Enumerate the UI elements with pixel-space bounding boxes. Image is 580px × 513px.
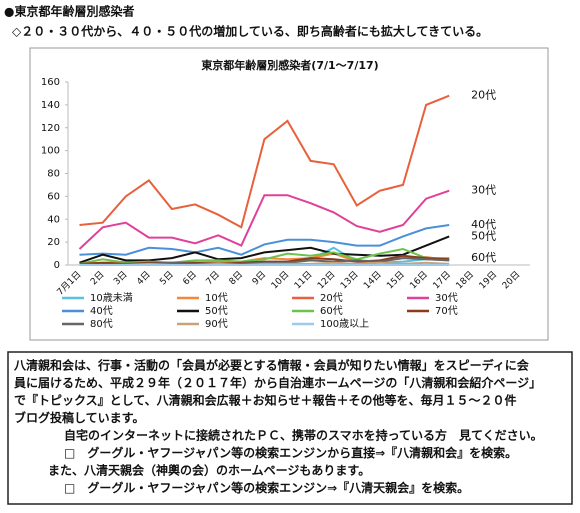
notice-line: 員に届けるため、平成２９年（２０１７年）から自治連ホームページの「八清親和会紹介… <box>13 375 541 390</box>
y-tick-label: 80 <box>47 169 60 180</box>
legend-label: 90代 <box>205 318 228 330</box>
end-label: 40代 <box>471 218 496 231</box>
end-label: 50代 <box>471 229 496 242</box>
notice-line: また、八清天親会（神輿の会）のホームページもあります。 <box>48 463 370 478</box>
notice-line: □ グーグル・ヤフージャパン等の検索エンジン⇒『八清天親会』を検索。 <box>64 480 469 495</box>
legend-label: 10歳未満 <box>90 292 133 304</box>
end-label: 30代 <box>471 184 496 197</box>
legend-label: 60代 <box>320 305 343 317</box>
series-line <box>79 247 450 265</box>
legend-label: 30代 <box>435 292 458 304</box>
y-tick-label: 60 <box>47 191 60 202</box>
chart-title: 東京都年齢層別感染者(7/1～7/17) <box>201 58 378 72</box>
legend-label: 50代 <box>205 305 228 317</box>
notice-line: 自宅のインターネットに接続されたＰＣ、携帯のスマホを持っている方 見てください。 <box>64 428 543 443</box>
series-line <box>79 224 450 256</box>
legend-label: 80代 <box>90 318 113 330</box>
header-subtitle: ◇２０・３０代から、４０・５０代の増加している、即ち高齢者にも拡大してきている。 <box>12 24 488 39</box>
end-label: 20代 <box>471 89 496 102</box>
y-tick-label: 100 <box>41 146 60 157</box>
legend-label: 70代 <box>435 305 458 317</box>
y-tick-label: 40 <box>47 214 60 225</box>
notice-box <box>7 351 573 505</box>
y-tick-label: 0 <box>54 260 60 271</box>
y-tick-label: 120 <box>41 123 60 134</box>
legend-label: 40代 <box>90 305 113 317</box>
header-title: ●東京都年齢層別感染者 <box>4 4 134 19</box>
notice-line: ブログ投稿しています。 <box>14 410 144 425</box>
series-line <box>79 235 450 264</box>
legend-label: 20代 <box>320 292 343 304</box>
notice-line: □ グーグル・ヤフージャパン等の検索エンジンから直接⇒『八清親和会』を検索。 <box>64 445 517 460</box>
y-tick-label: 20 <box>47 237 60 248</box>
chart-frame <box>29 47 549 341</box>
legend-label: 10代 <box>205 292 228 304</box>
series-line <box>79 94 450 229</box>
end-label: 60代 <box>471 251 496 264</box>
notice-line: で『トピックス』として、八清親和会広報＋お知らせ＋報告＋その他等を、毎月１５～２… <box>14 393 516 408</box>
y-tick-label: 160 <box>41 77 60 88</box>
legend-label: 100歳以上 <box>320 318 369 330</box>
notice-line: 八清親和会は、行事・活動の「会員が必要とする情報・会員が知りたい情報」をスピーデ… <box>13 358 530 373</box>
y-tick-label: 140 <box>41 100 60 111</box>
series-line <box>78 189 450 250</box>
